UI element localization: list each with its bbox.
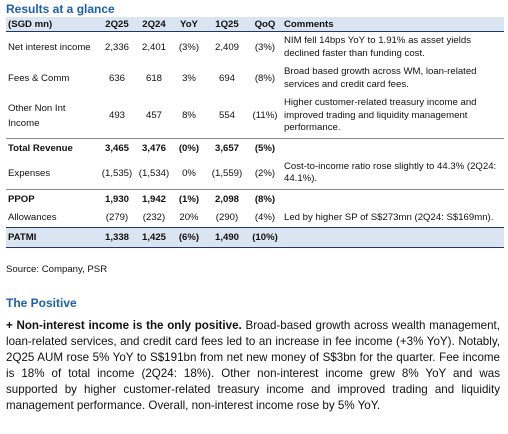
row-label: Total Revenue bbox=[6, 137, 98, 158]
body-text: Broad-based growth across wealth managem… bbox=[6, 319, 501, 412]
cell-value: (11%) bbox=[252, 110, 278, 122]
cell-value: 2,336 bbox=[104, 42, 129, 53]
cell-value: 1,425 bbox=[136, 227, 172, 248]
title: Results at a glance bbox=[6, 2, 115, 16]
cell-value: 3,465 bbox=[98, 137, 136, 158]
cell-value: 1,930 bbox=[98, 188, 136, 209]
cell-value: (0%) bbox=[172, 137, 206, 158]
cell-value: 1,942 bbox=[136, 188, 172, 209]
row-label: PATMI bbox=[6, 227, 98, 248]
table-row: PPOP 1,930 1,942 (1%) 2,098 (8%) bbox=[6, 188, 504, 209]
cell-value: 0% bbox=[182, 167, 196, 179]
row-label: Net interest income bbox=[8, 42, 91, 53]
comment-empty bbox=[282, 137, 504, 158]
comment: NIM fell 14bps YoY to 1.91% as asset yie… bbox=[284, 35, 472, 59]
cell-value: (1,559) bbox=[211, 167, 243, 179]
cell-value: (232) bbox=[142, 212, 166, 224]
cell-value: 618 bbox=[145, 73, 162, 84]
column-header: 2Q25 bbox=[98, 17, 136, 32]
comment-empty bbox=[282, 188, 504, 209]
cell-value: 1,490 bbox=[206, 227, 248, 248]
column-header: QoQ bbox=[248, 17, 282, 32]
row-label: Fees & Comm bbox=[8, 73, 70, 84]
section-heading: The Positive bbox=[6, 296, 77, 310]
cell-value: 493 bbox=[108, 110, 125, 122]
cell-value: 20% bbox=[179, 212, 199, 224]
cell-value: (290) bbox=[215, 212, 239, 224]
paragraph: + Non-interest income is the only positi… bbox=[6, 318, 500, 414]
row-label: Allowances bbox=[8, 212, 57, 224]
table-row: Fees & Comm 636 618 3% 694 (8%) Broad based gr… bbox=[6, 63, 504, 94]
column-header: Comments bbox=[282, 17, 504, 32]
column-header: (SGD mn) bbox=[6, 17, 98, 32]
comment: Higher customer-related treasury income … bbox=[284, 97, 477, 133]
cell-value: 3,657 bbox=[206, 137, 248, 158]
cell-value: 1,338 bbox=[98, 227, 136, 248]
results-table: (SGD mn) 2Q25 2Q24 YoY 1Q25 QoQ Comments Net i… bbox=[6, 17, 504, 248]
table-row: Other Non Int Income 493 457 8% 554 (11%) High… bbox=[6, 94, 504, 138]
cell-value: 2,409 bbox=[214, 42, 239, 53]
cell-value: (3%) bbox=[178, 42, 200, 53]
comment: Led by higher SP of S$273mn (2Q24: S$169… bbox=[284, 211, 494, 223]
cell-value: (1,535) bbox=[101, 167, 133, 179]
column-header: 1Q25 bbox=[206, 17, 248, 32]
cell-value: (1%) bbox=[172, 188, 206, 209]
column-header: 2Q24 bbox=[136, 17, 172, 32]
comment-empty bbox=[282, 227, 504, 248]
row-label: PPOP bbox=[6, 188, 98, 209]
cell-value: 3% bbox=[182, 73, 196, 84]
table-row: Expenses (1,535) (1,534) 0% (1,559) (2%) Cost-… bbox=[6, 158, 504, 190]
cell-value: (3%) bbox=[254, 42, 276, 53]
table-row: Allowances (279) (232) 20% (290) (4%) Led by h… bbox=[6, 209, 504, 228]
row-label: Other Non Int Income bbox=[8, 102, 66, 129]
column-header: YoY bbox=[172, 17, 206, 32]
cell-value: (279) bbox=[105, 212, 129, 224]
cell-value: (6%) bbox=[172, 227, 206, 248]
cell-value: (2%) bbox=[254, 167, 276, 179]
cell-value: (10%) bbox=[248, 227, 282, 248]
cell-value: 636 bbox=[108, 73, 125, 84]
table-row: PATMI 1,338 1,425 (6%) 1,490 (10%) bbox=[6, 227, 504, 248]
table-body: Net interest income 2,336 2,401 (3%) 2,409 (3… bbox=[6, 32, 504, 248]
header-row: (SGD mn) 2Q25 2Q24 YoY 1Q25 QoQ Comments bbox=[6, 17, 504, 32]
cell-value: (5%) bbox=[248, 137, 282, 158]
cell-value: 3,476 bbox=[136, 137, 172, 158]
cell-value: 8% bbox=[182, 110, 196, 122]
cell-value: 554 bbox=[218, 110, 235, 122]
table-row: Net interest income 2,336 2,401 (3%) 2,409 (3… bbox=[6, 32, 504, 64]
cell-value: (8%) bbox=[248, 188, 282, 209]
cell-value: 457 bbox=[145, 110, 162, 122]
lead: + Non-interest income is the only positi… bbox=[6, 319, 242, 332]
cell-value: 2,401 bbox=[141, 42, 166, 53]
source: Source: Company, PSR bbox=[6, 264, 108, 275]
comment: Cost-to-income ratio rose slightly to 44… bbox=[284, 160, 497, 185]
row-label: Expenses bbox=[8, 167, 51, 179]
comment: Broad based growth across WM, loan-relat… bbox=[284, 66, 477, 90]
cell-value: (4%) bbox=[254, 212, 276, 224]
cell-value: 694 bbox=[218, 73, 235, 84]
table-row: Total Revenue 3,465 3,476 (0%) 3,657 (5%) bbox=[6, 137, 504, 158]
cell-value: (1,534) bbox=[138, 167, 170, 179]
cell-value: (8%) bbox=[254, 73, 276, 84]
cell-value: 2,098 bbox=[206, 188, 248, 209]
